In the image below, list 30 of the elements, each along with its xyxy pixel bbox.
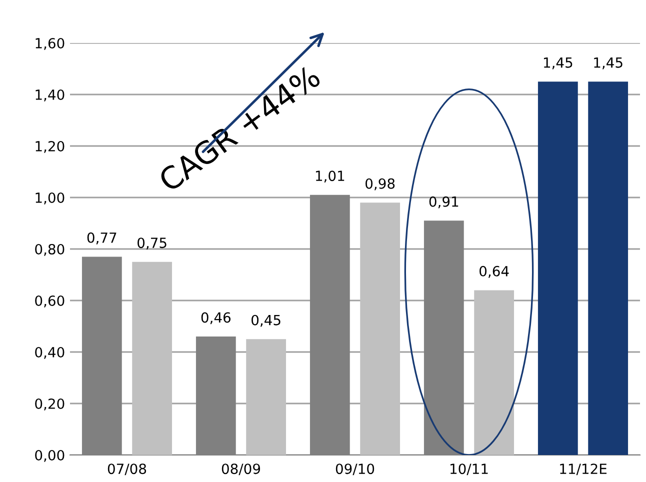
- x-tick-label: 07/08: [108, 464, 146, 476]
- x-tick-label: 09/10: [336, 464, 374, 476]
- y-tick-label: 0,60: [35, 295, 64, 308]
- data-label: 0,91: [429, 196, 458, 208]
- data-label: 1,45: [594, 58, 622, 70]
- bar: [360, 202, 400, 455]
- y-tick-label: 0,20: [35, 398, 64, 410]
- data-label: 0,98: [366, 178, 395, 190]
- bar: [132, 262, 172, 455]
- bar: [588, 82, 628, 455]
- y-tick-label: 0,00: [35, 450, 64, 462]
- y-tick-label: 1,20: [36, 140, 64, 153]
- data-label: 0,46: [201, 312, 231, 324]
- data-label: 1,45: [544, 58, 572, 70]
- y-tick-label: 1,40: [36, 89, 64, 102]
- y-tick-label: 1,60: [36, 38, 64, 50]
- x-tick-label: 11/12E: [560, 464, 607, 476]
- bar: [246, 339, 286, 455]
- data-label: 0,64: [480, 266, 509, 278]
- y-tick-label: 0,80: [35, 244, 64, 256]
- data-label: 1,01: [316, 170, 344, 183]
- bar: [474, 290, 514, 455]
- x-tick-label: 10/11: [450, 464, 488, 476]
- data-label: 0,75: [138, 238, 166, 250]
- x-tick-label: 08/09: [222, 464, 260, 476]
- data-label: 0,45: [252, 314, 280, 327]
- y-tick-label: 1,00: [36, 192, 64, 204]
- data-label: 0,77: [87, 232, 116, 244]
- bar: [538, 82, 578, 455]
- y-tick-label: 0,40: [35, 346, 64, 359]
